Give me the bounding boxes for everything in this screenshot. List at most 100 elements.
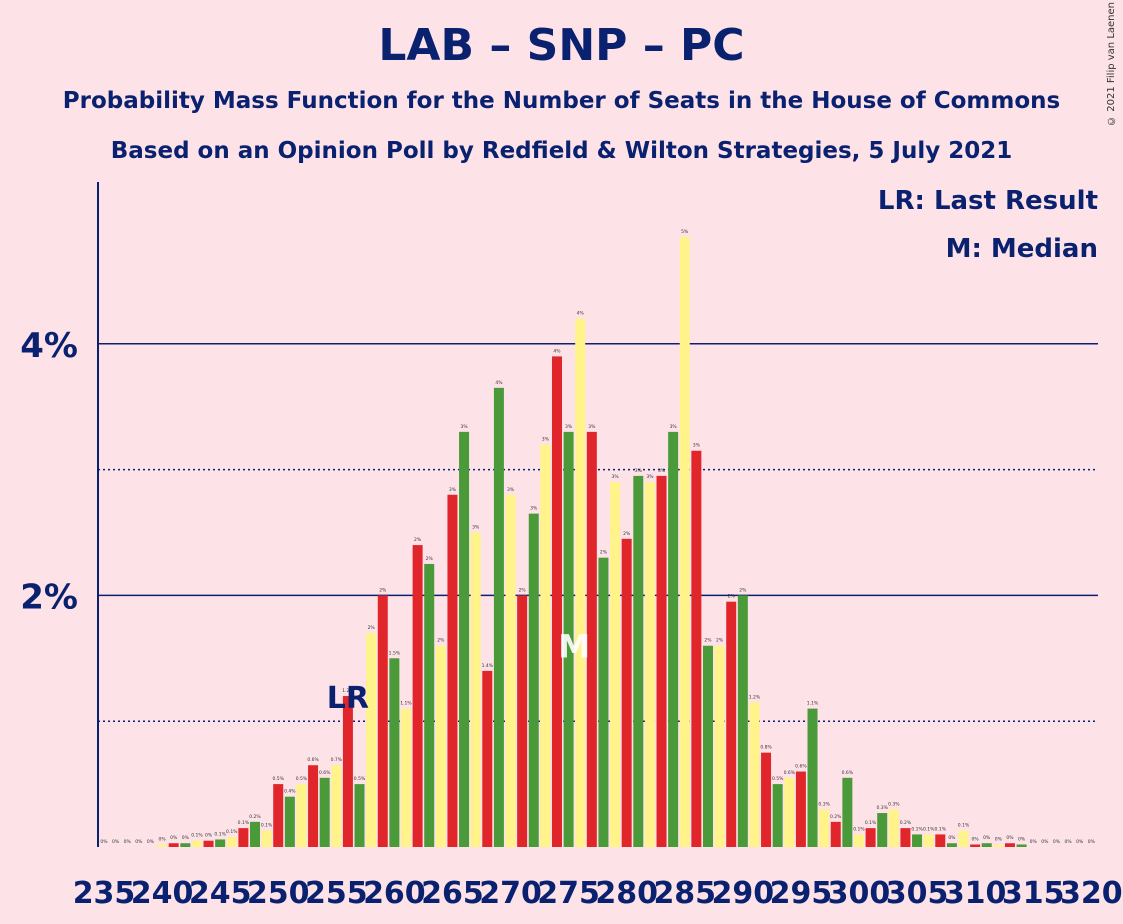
bar-247	[238, 828, 249, 847]
x-tick-260: 260	[363, 876, 426, 911]
data-label-264: 2%	[437, 638, 445, 644]
x-tick-295: 295	[770, 876, 833, 911]
bar-241	[168, 843, 179, 847]
data-label-307: 0.1%	[935, 826, 947, 832]
data-label-309: 0.1%	[958, 823, 970, 829]
bar-311	[981, 843, 992, 847]
x-tick-270: 270	[479, 876, 542, 911]
legend-last-result: LR: Last Result	[878, 186, 1098, 216]
data-label-262: 2%	[414, 537, 422, 543]
data-labels: 0% 0% 0% 0% 0%0% 0% 0%0.1% 0% 0.1%0.1%0.1%0.2%0.…	[100, 229, 1095, 845]
data-label-318: 0%	[1064, 839, 1072, 845]
bar-285	[679, 236, 690, 847]
data-label-270: 3%	[507, 487, 515, 493]
bar-245	[215, 839, 226, 847]
bar-242	[180, 843, 191, 847]
data-label-316: 0%	[1041, 839, 1049, 845]
bar-295	[795, 771, 806, 847]
bar-286	[691, 450, 702, 847]
bar-274	[551, 356, 562, 847]
data-label-294: 0.6%	[784, 770, 796, 776]
data-label-317: 0%	[1053, 839, 1061, 845]
data-label-254: 0.6%	[319, 770, 331, 776]
bar-299	[842, 777, 853, 847]
x-tick-240: 240	[131, 876, 194, 911]
data-label-305: 0.1%	[911, 826, 923, 832]
bar-312	[993, 844, 1004, 847]
bar-254	[319, 777, 330, 847]
data-label-258: 2%	[368, 625, 376, 631]
data-label-292: 0.8%	[760, 745, 772, 751]
grid-lines	[97, 182, 1098, 847]
bar-266	[459, 431, 470, 847]
data-label-274: 4%	[553, 348, 561, 354]
bar-288	[714, 645, 725, 847]
data-label-289: 2%	[728, 594, 736, 600]
data-label-248: 0.2%	[249, 814, 261, 820]
data-label-278: 2%	[600, 550, 608, 556]
data-label-279: 3%	[611, 474, 619, 480]
data-label-281: 3%	[635, 468, 643, 474]
bar-284	[668, 431, 679, 847]
bar-305	[912, 834, 923, 847]
bar-240	[157, 844, 168, 847]
bar-279	[610, 482, 621, 847]
data-label-286: 3%	[693, 443, 701, 449]
data-label-319: 0%	[1076, 839, 1084, 845]
bar-251	[284, 796, 295, 847]
x-tick-245: 245	[189, 876, 252, 911]
data-label-314: 0%	[1018, 836, 1026, 842]
bar-304	[900, 828, 911, 847]
bar-261	[400, 708, 411, 847]
y-tick-4pct: 4%	[20, 326, 78, 366]
data-label-320: 0%	[1088, 839, 1096, 845]
data-label-296: 1.1%	[807, 701, 819, 707]
data-label-236: 0%	[112, 839, 120, 845]
data-label-275: 3%	[565, 424, 573, 430]
bar-248	[249, 821, 260, 847]
x-tick-265: 265	[421, 876, 484, 911]
data-label-280: 2%	[623, 531, 631, 537]
bar-281	[633, 475, 644, 847]
data-label-267: 3%	[472, 525, 480, 531]
bar-300	[853, 834, 864, 847]
data-label-313: 0%	[1006, 835, 1014, 841]
chart-source: Based on an Opinion Poll by Redfield & W…	[110, 138, 1013, 164]
data-label-249: 0.1%	[261, 823, 273, 829]
data-label-303: 0.3%	[888, 801, 900, 807]
data-label-290: 2%	[739, 587, 747, 593]
x-tick-255: 255	[305, 876, 368, 911]
bars	[157, 236, 1027, 847]
data-label-284: 3%	[670, 424, 678, 430]
x-tick-300: 300	[828, 876, 891, 911]
data-label-256: 1.2%	[342, 688, 354, 694]
data-label-268: 1.4%	[482, 663, 494, 669]
markers: LR M	[327, 628, 590, 716]
bar-263	[424, 563, 435, 847]
data-label-272: 3%	[530, 506, 538, 512]
bar-243	[191, 840, 202, 847]
data-label-295: 0.6%	[795, 764, 807, 770]
data-label-299: 0.6%	[842, 770, 854, 776]
data-label-246: 0.1%	[226, 829, 238, 835]
bar-280	[621, 538, 632, 847]
bar-258	[366, 633, 377, 847]
data-label-253: 0.6%	[307, 757, 319, 763]
data-label-301: 0.1%	[865, 820, 877, 826]
last-result-marker: LR	[327, 681, 369, 716]
x-tick-305: 305	[886, 876, 949, 911]
data-label-235: 0%	[100, 839, 108, 845]
bar-269	[493, 387, 504, 847]
data-label-263: 2%	[426, 556, 434, 562]
bar-308	[946, 843, 957, 847]
data-label-276: 4%	[577, 311, 585, 317]
data-label-285: 5%	[681, 229, 689, 235]
data-label-315: 0%	[1030, 839, 1038, 845]
y-tick-2pct: 2%	[20, 577, 78, 617]
data-label-265: 3%	[449, 487, 457, 493]
bar-271	[517, 595, 528, 847]
data-label-237: 0%	[124, 839, 132, 845]
data-label-293: 0.5%	[772, 776, 784, 782]
data-label-310: 0%	[972, 836, 980, 842]
